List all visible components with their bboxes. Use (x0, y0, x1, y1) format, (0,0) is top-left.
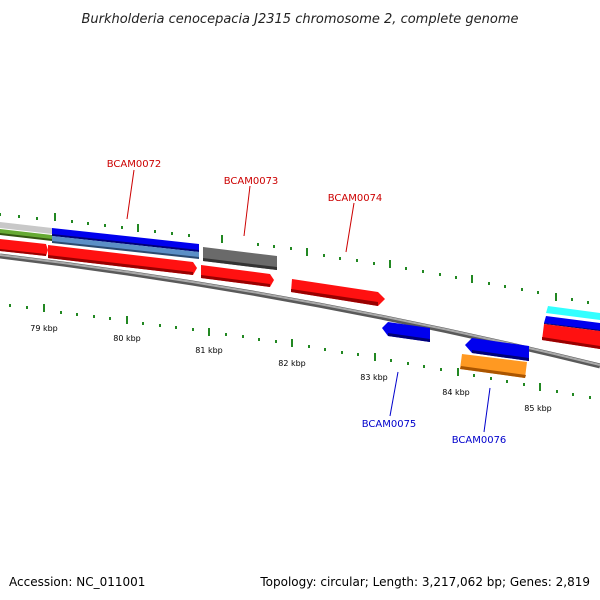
gene-label[interactable]: BCAM0073 (224, 176, 279, 187)
feature-cds-red (542, 324, 600, 349)
scale-label: 82 kbp (278, 359, 306, 368)
leader-lines (126, 169, 491, 433)
scale-label: 80 kbp (113, 334, 141, 343)
accession-text: Accession: NC_011001 (9, 575, 145, 589)
feature-blue-cds (382, 322, 430, 342)
map-title: Burkholderia cenocepacia J2315 chromosom… (81, 12, 518, 27)
forward-features (0, 222, 600, 349)
feature-blue-cds (544, 316, 600, 331)
feature-grey-light (0, 222, 52, 234)
feature-green (0, 229, 52, 240)
feature-cyan (546, 306, 600, 320)
gene-label[interactable]: BCAM0075 (362, 419, 417, 430)
reverse-features (382, 322, 529, 378)
scale-label: 79 kbp (30, 324, 58, 333)
gene-label[interactable]: BCAM0072 (107, 159, 162, 170)
feature-blue-cds (52, 228, 199, 251)
genome-summary-text: Topology: circular; Length: 3,217,062 bp… (259, 575, 590, 589)
feature-orange (460, 354, 527, 378)
gene-label[interactable]: BCAM0074 (328, 193, 383, 204)
scale-label: 84 kbp (442, 388, 470, 397)
scale-label: 85 kbp (524, 404, 552, 413)
scale-label: 83 kbp (360, 373, 388, 382)
feature-cds-red (48, 245, 197, 275)
scale-label: 81 kbp (195, 346, 223, 355)
feature-cds-red (291, 279, 385, 306)
feature-steel-cds (52, 236, 199, 258)
lower-tick-ring (9, 304, 591, 399)
feature-cds-red (201, 265, 274, 287)
upper-tick-ring (0, 213, 589, 304)
feature-grey-cds (203, 247, 277, 270)
feature-blue-cds (465, 338, 529, 361)
gene-label[interactable]: BCAM0076 (452, 435, 507, 446)
